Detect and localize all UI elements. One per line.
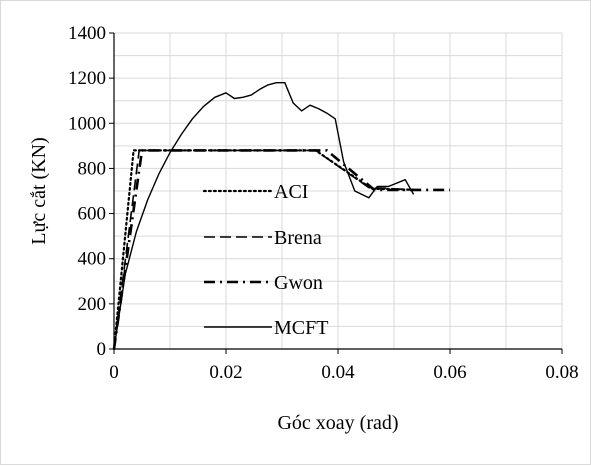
legend-label-brena: Brena [274,227,322,249]
x-tick-label: 0.08 [545,362,578,383]
y-tick-label: 200 [78,294,107,315]
series-line-mcft [113,81,415,350]
legend-label-mcft: MCFT [274,317,328,339]
x-tick-label: 0.06 [433,362,466,383]
x-tick-label: 0.02 [209,362,242,383]
series-line-gwon [112,149,450,350]
grid [113,32,563,350]
y-axis-title: Lực cắt (KN) [28,137,50,244]
legend: ACI Brena Gwon MCFT [202,181,328,339]
y-tick-label: 800 [78,158,107,179]
series-line-aci [112,149,418,351]
y-tick-label: 1000 [68,113,106,134]
y-tick-label: 1200 [68,68,106,89]
legend-label-gwon: Gwon [274,272,323,294]
x-axis-title: Góc xoay (rad) [277,412,398,434]
axes: 0 200 400 600 800 1000 1200 1400 0 0.02 0.04 0.06 0.… [68,23,579,383]
y-tick-label: 0 [97,339,107,360]
x-tick-label: 0 [109,362,119,383]
y-tick-label: 600 [78,204,107,225]
y-tick-label: 400 [78,249,107,270]
y-tick-label: 1400 [68,23,106,44]
series-group [112,81,450,351]
series-line-brena [113,149,417,350]
legend-label-aci: ACI [274,181,308,203]
x-tick-label: 0.04 [321,362,355,383]
